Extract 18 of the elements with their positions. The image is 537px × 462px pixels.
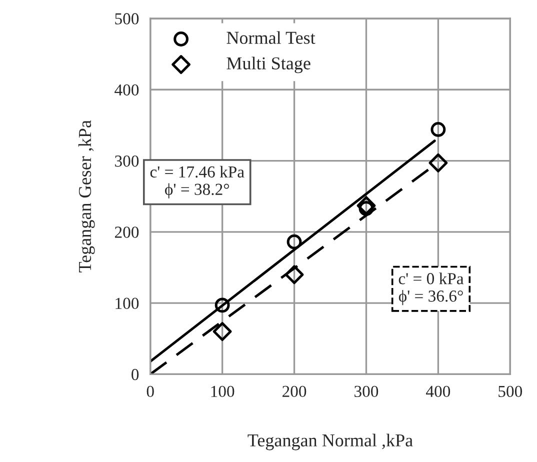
x-tick-label: 400	[426, 386, 450, 398]
y-tick-label: 400	[114, 84, 139, 96]
legend-label: Normal Test	[226, 31, 316, 44]
y-tick-label: 500	[115, 13, 139, 24]
legend-label: Multi Stage	[226, 56, 310, 74]
x-axis-title: Tegangan Normal ,kPa	[248, 434, 413, 450]
y-tick-label: 0	[132, 368, 139, 380]
x-tick-label: 300	[354, 386, 378, 398]
annotation: c' = 0 kPa ϕ' = 36.6°	[398, 272, 464, 306]
annotation: c' = 17.46 kPa ϕ' = 38.2°	[150, 166, 244, 198]
x-tick-label: 200	[282, 386, 306, 398]
x-tick-label: 500	[498, 386, 522, 398]
y-axis-title: Tegangan Geser ,kPa	[78, 120, 95, 272]
x-tick-label: 100	[211, 386, 234, 398]
x-tick-label: 0	[146, 386, 154, 398]
y-tick-label: 300	[115, 155, 139, 167]
y-tick-label: 200	[114, 226, 139, 238]
y-tick-label: 100	[116, 298, 139, 310]
